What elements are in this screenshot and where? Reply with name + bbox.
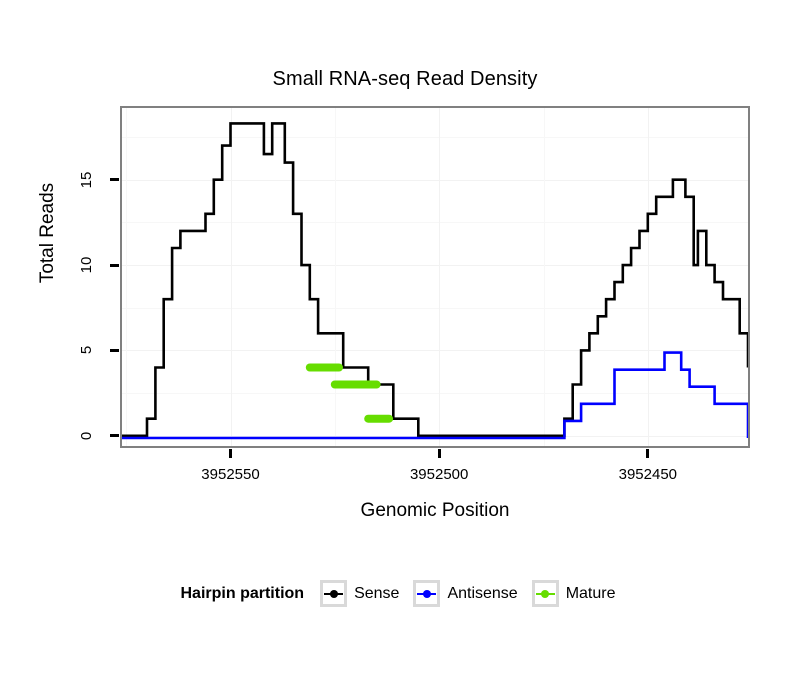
gridline-horizontal-minor: [122, 222, 748, 223]
y-tick-label: 5: [74, 340, 100, 360]
legend-label: Sense: [354, 584, 400, 602]
legend-entry-mature[interactable]: Mature: [531, 580, 616, 607]
legend-key-icon: [531, 580, 559, 607]
y-tick-mark: [110, 263, 119, 267]
gridline-horizontal-minor: [122, 393, 748, 394]
gridline-vertical-minor: [335, 108, 336, 446]
legend-title: Hairpin partition: [180, 584, 305, 602]
y-tick-label: 10: [74, 255, 100, 275]
gridline-horizontal: [122, 265, 748, 266]
x-tick-mark: [646, 449, 650, 458]
y-tick-mark: [110, 348, 119, 352]
gridline-horizontal: [122, 180, 748, 181]
plot-panel: [120, 106, 750, 448]
y-tick-label-text: 15: [78, 171, 95, 189]
gridline-horizontal-minor: [122, 308, 748, 309]
x-tick-label: 3952550: [201, 466, 260, 483]
legend-point-glyph: [329, 589, 338, 598]
y-tick-mark: [110, 178, 119, 182]
y-tick-mark: [110, 434, 119, 438]
x-tick-label: 3952450: [618, 466, 678, 483]
y-tick-label-text: 0: [78, 431, 95, 440]
x-tick-label: 3952500: [409, 466, 469, 483]
series-line-sense: [122, 122, 748, 438]
legend-label: Antisense: [447, 584, 518, 602]
legend-entry-antisense[interactable]: Antisense: [413, 580, 518, 607]
x-axis-title: Genomic Position: [360, 500, 510, 521]
legend-point-glyph: [541, 589, 550, 598]
legend-entry-sense[interactable]: Sense: [320, 580, 399, 607]
series-layer: [122, 122, 748, 440]
x-tick-mark: [229, 449, 232, 458]
legend-entries: Sense Antisense Mature: [320, 580, 629, 607]
y-axis-title: Total Reads: [37, 182, 58, 284]
gridline-horizontal: [122, 350, 748, 351]
legend-point-glyph: [422, 589, 431, 598]
series-line-antisense: [122, 351, 748, 440]
chart-title: Small RNA-seq Read Density: [272, 68, 538, 90]
y-tick-label-text: 10: [78, 256, 95, 274]
gridline-vertical-minor: [544, 108, 545, 446]
plot-area: [122, 108, 748, 446]
y-tick-label: 0: [74, 426, 100, 446]
legend-key-icon: [320, 580, 348, 607]
gridline-vertical: [648, 108, 649, 446]
y-tick-label-text: 5: [78, 346, 95, 355]
gridline-vertical-minor: [126, 108, 127, 446]
y-tick-label: 15: [74, 170, 100, 190]
gridline-horizontal-minor: [122, 137, 748, 138]
x-tick-mark: [437, 449, 441, 458]
legend-label: Mature: [565, 584, 616, 602]
legend-key-icon: [413, 580, 441, 607]
gridline-vertical: [231, 108, 232, 446]
gridline-vertical: [439, 108, 440, 446]
legend: Hairpin partition Sense Antisense Mature: [0, 580, 810, 607]
